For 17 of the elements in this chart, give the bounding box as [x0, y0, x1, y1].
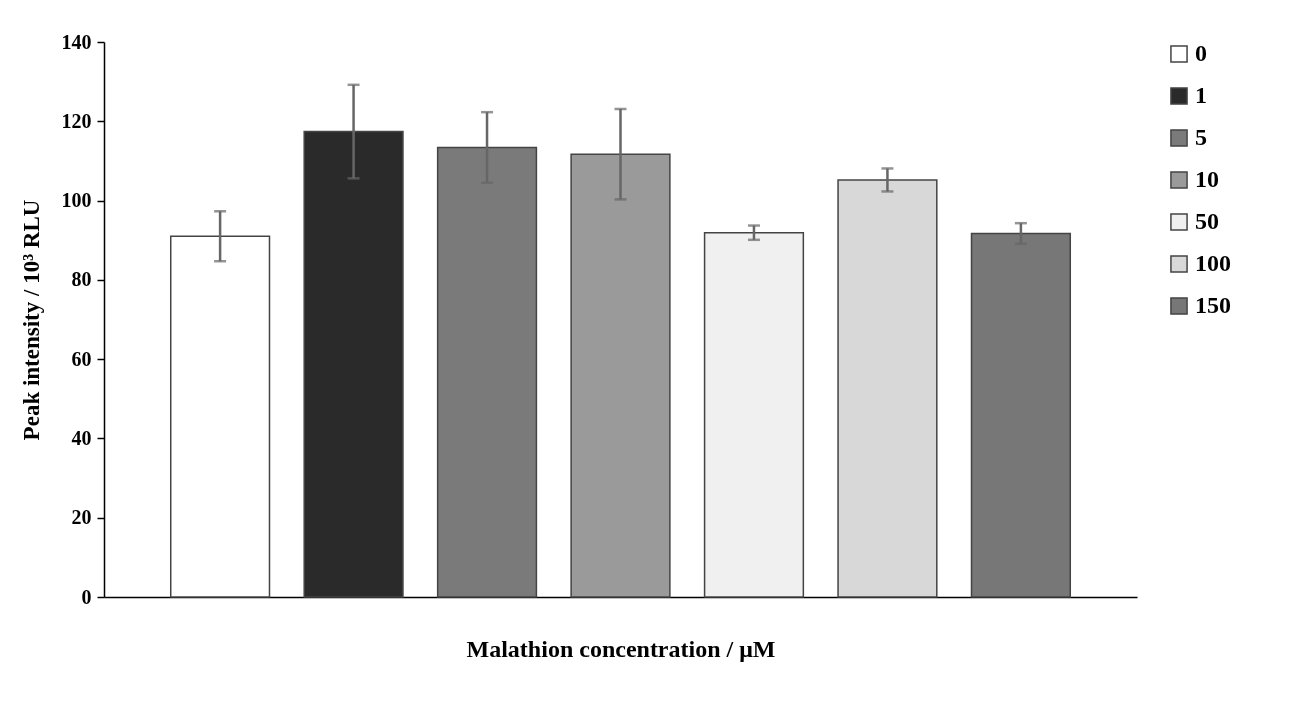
y-tick-label: 40	[71, 426, 92, 449]
y-axis-title: Peak intensity / 10³ RLU	[18, 199, 44, 441]
legend-label: 150	[1195, 292, 1231, 318]
legend-label: 10	[1195, 166, 1219, 192]
legend-label: 5	[1195, 124, 1207, 150]
y-tick-label: 20	[71, 506, 92, 529]
x-axis-title: Malathion concentration / μM	[466, 635, 776, 662]
y-tick-label: 80	[71, 268, 92, 291]
y-tick-label: 120	[61, 109, 92, 132]
legend-label: 100	[1195, 250, 1231, 276]
y-tick-label: 0	[81, 585, 92, 608]
y-tick-label: 60	[71, 347, 92, 370]
y-tick-label: 100	[61, 189, 92, 212]
legend-label: 1	[1195, 82, 1207, 108]
legend-label: 50	[1195, 208, 1219, 234]
y-tick-label: 140	[61, 30, 92, 53]
legend-label: 0	[1195, 40, 1207, 66]
